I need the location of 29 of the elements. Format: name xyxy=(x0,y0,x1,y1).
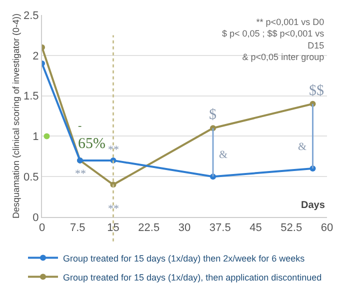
legend-label: Group treated for 15 days (1x/day), then application discontinued xyxy=(63,272,322,282)
y-tick-label: 1.5 xyxy=(24,90,39,103)
y-tick-label: 0.5 xyxy=(24,171,39,184)
x-tick-label: 37.5 xyxy=(209,222,231,234)
annotation: - xyxy=(78,120,82,132)
x-tick-label: 45 xyxy=(250,222,262,234)
annotation: & xyxy=(219,149,228,161)
annotation: & xyxy=(298,141,307,153)
annotation: 65% xyxy=(78,136,106,152)
y-tick-label: 0 xyxy=(32,212,39,224)
annotation: ** xyxy=(108,144,119,156)
x-tick-label: 52.5 xyxy=(280,222,302,234)
x-tick-label: 30 xyxy=(178,222,191,234)
legend-label: Group treated for 15 days (1x/day) then 2x/week for 6 weeks xyxy=(63,253,306,264)
point xyxy=(44,133,50,140)
y-tick-label: 1 xyxy=(32,131,39,144)
y-tick-label: 2.5 xyxy=(24,10,39,22)
annotation: ** p<0,001 vs D0 $ p< 0,05 ; $$ p<0,001 vs D15 & p<0,05 inter group xyxy=(222,17,325,62)
x-tick-label: 60 xyxy=(320,222,334,234)
x-tick-label: 15 xyxy=(107,222,120,234)
annotation: $ xyxy=(209,107,217,123)
x-tick-label: 7.5 xyxy=(70,222,86,234)
annotation: $$ xyxy=(309,83,324,99)
annotation: ** xyxy=(108,203,119,215)
x-axis-title: Days xyxy=(301,200,326,211)
y-axis-title: Desquamation (clinical scoring of investigator (0-4)) xyxy=(10,13,21,219)
y-tick-label: 2 xyxy=(32,50,39,62)
x-tick-label: 22.5 xyxy=(138,222,160,234)
annotation: ** xyxy=(75,168,86,180)
